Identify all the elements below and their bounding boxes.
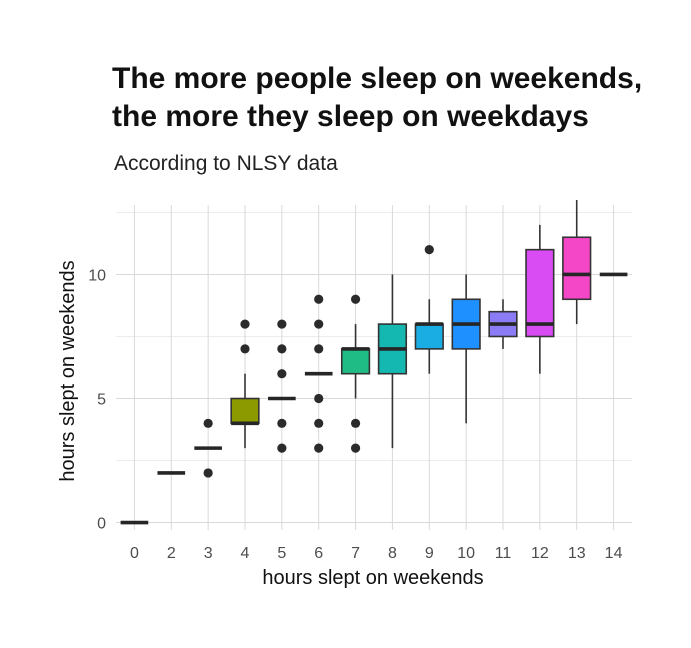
x-tick-label: 11 [495,545,512,562]
outlier-point [240,319,250,329]
y-tick-label: 0 [97,516,106,533]
x-tick-label: 4 [241,545,250,562]
box-group-10 [451,274,481,424]
y-tick-label: 5 [97,392,106,409]
x-tick-label: 12 [531,545,549,562]
chart-subtitle: According to NLSY data [114,152,338,175]
box-group-6 [304,294,333,453]
grid [116,205,632,530]
box-body [525,248,555,338]
outlier-point [350,294,361,304]
chart-title-line-2: the more they sleep on weekdays [112,100,589,133]
outlier-point [350,418,361,428]
y-tick-label: 10 [88,267,106,284]
chart-title-line-1: The more people sleep on weekends, [112,62,642,95]
x-tick-label: 5 [277,545,286,562]
x-tick-label: 13 [568,545,586,562]
x-tick-label: 8 [388,545,397,562]
outlier-point [314,418,324,428]
outlier-point [314,344,324,354]
x-tick-label: 6 [314,545,323,562]
outlier-point [277,319,287,329]
box-group-12 [525,224,555,374]
outlier-point [350,443,361,453]
box-group-9 [414,245,444,374]
box-group-11 [488,299,518,349]
outlier-point [424,245,434,255]
outlier-point [314,443,324,453]
box-group-8 [377,274,408,449]
box-body [414,323,444,350]
x-tick-label: 14 [605,545,623,562]
box-group-3 [194,418,222,478]
box-group-4 [230,319,260,449]
box-group-5 [268,319,296,453]
outlier-point [314,393,324,404]
box-body [562,236,592,301]
outlier-point [277,443,287,453]
outlier-point [277,344,287,354]
outlier-point [277,369,287,379]
x-tick-label: 2 [167,545,176,562]
x-axis-ticks: 0 2 3 4 5 6 7 8 9 10 11 12 13 14 [130,545,623,562]
box-body [340,348,371,375]
y-axis-title: hours slept on weekends [57,260,79,481]
box-group-7 [340,294,371,453]
outlier-point [314,294,324,304]
outlier-point [240,344,250,354]
x-tick-label: 10 [457,545,475,562]
x-tick-label: 9 [425,545,434,562]
x-tick-label: 7 [351,545,360,562]
x-tick-label: 0 [130,545,139,562]
x-axis-title: hours slept on weekends [262,567,483,589]
outlier-point [203,418,213,428]
outlier-point [277,418,287,428]
boxes [120,200,628,525]
outlier-point [203,468,213,478]
outlier-point [314,319,324,329]
x-tick-label: 3 [204,545,213,562]
y-axis-ticks: 0 5 10 [88,267,106,532]
box-group-13 [562,200,592,325]
box-body [230,397,260,425]
